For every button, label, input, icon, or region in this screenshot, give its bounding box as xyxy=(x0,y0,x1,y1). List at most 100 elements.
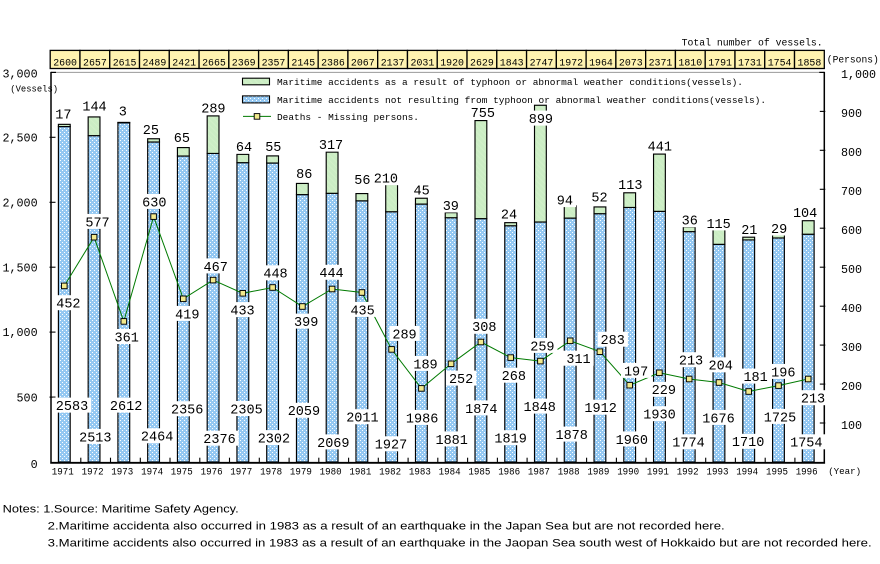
svg-text:630: 630 xyxy=(142,196,166,211)
svg-text:1990: 1990 xyxy=(617,467,639,479)
svg-text:361: 361 xyxy=(115,331,139,346)
svg-text:204: 204 xyxy=(709,360,733,375)
svg-text:1912: 1912 xyxy=(584,402,616,417)
svg-text:1920: 1920 xyxy=(440,58,464,70)
svg-text:577: 577 xyxy=(85,216,109,231)
svg-text:1725: 1725 xyxy=(764,411,796,426)
svg-text:86: 86 xyxy=(296,168,312,183)
svg-text:289: 289 xyxy=(392,328,416,343)
svg-text:45: 45 xyxy=(413,184,429,199)
svg-text:1996: 1996 xyxy=(796,467,818,479)
svg-text:1,000: 1,000 xyxy=(841,68,876,82)
svg-text:1981: 1981 xyxy=(349,467,371,479)
svg-text:(Vessels): (Vessels) xyxy=(10,83,58,94)
svg-text:1994: 1994 xyxy=(736,467,758,479)
svg-text:1858: 1858 xyxy=(798,58,822,70)
svg-text:Maritime accidents as a result: Maritime accidents as a result of typhoo… xyxy=(277,77,743,88)
svg-text:300: 300 xyxy=(841,341,862,355)
svg-text:2069: 2069 xyxy=(317,437,349,452)
svg-text:229: 229 xyxy=(652,384,676,399)
svg-text:1979: 1979 xyxy=(290,467,312,479)
svg-text:308: 308 xyxy=(472,321,496,336)
svg-text:1676: 1676 xyxy=(702,412,734,427)
svg-text:2376: 2376 xyxy=(203,433,235,448)
svg-text:2386: 2386 xyxy=(321,58,345,70)
svg-text:1987: 1987 xyxy=(528,467,550,479)
svg-text:1848: 1848 xyxy=(523,401,555,416)
svg-text:2302: 2302 xyxy=(258,433,290,448)
svg-text:444: 444 xyxy=(319,267,343,282)
svg-text:2,000: 2,000 xyxy=(3,197,38,211)
svg-text:197: 197 xyxy=(624,365,648,380)
svg-text:196: 196 xyxy=(771,366,795,381)
svg-text:1,000: 1,000 xyxy=(3,326,38,340)
svg-text:2629: 2629 xyxy=(470,58,494,70)
svg-text:2073: 2073 xyxy=(619,58,643,70)
svg-text:94: 94 xyxy=(557,195,573,210)
svg-text:2513: 2513 xyxy=(79,431,111,446)
svg-text:1930: 1930 xyxy=(643,409,675,424)
svg-text:289: 289 xyxy=(201,102,225,117)
svg-text:2747: 2747 xyxy=(530,58,554,70)
svg-text:Notes: 1.Source: Maritime Safe: Notes: 1.Source: Maritime Safety Agency. xyxy=(3,504,239,516)
svg-text:252: 252 xyxy=(449,373,473,388)
svg-text:1971: 1971 xyxy=(52,467,74,479)
svg-text:1982: 1982 xyxy=(379,467,401,479)
svg-text:1991: 1991 xyxy=(647,467,669,479)
svg-text:419: 419 xyxy=(175,308,199,323)
svg-text:500: 500 xyxy=(841,263,862,277)
svg-text:2137: 2137 xyxy=(381,58,405,70)
svg-text:1927: 1927 xyxy=(375,439,407,454)
svg-text:2357: 2357 xyxy=(262,58,286,70)
svg-text:1754: 1754 xyxy=(790,437,822,452)
svg-text:3.Maritime accidents also occu: 3.Maritime accidents also occurred in 19… xyxy=(48,538,872,550)
svg-text:1810: 1810 xyxy=(678,58,702,70)
svg-text:1980: 1980 xyxy=(320,467,342,479)
svg-text:2600: 2600 xyxy=(53,58,77,70)
svg-text:56: 56 xyxy=(354,174,370,189)
svg-text:1977: 1977 xyxy=(230,467,252,479)
svg-text:500: 500 xyxy=(17,391,38,405)
svg-text:259: 259 xyxy=(530,340,554,355)
svg-text:2371: 2371 xyxy=(649,58,673,70)
svg-text:1754: 1754 xyxy=(768,58,792,70)
svg-text:1972: 1972 xyxy=(82,467,104,479)
svg-text:2421: 2421 xyxy=(172,58,196,70)
svg-text:1995: 1995 xyxy=(766,467,788,479)
svg-text:1881: 1881 xyxy=(435,434,467,449)
svg-text:899: 899 xyxy=(529,113,553,128)
svg-text:1972: 1972 xyxy=(559,58,583,70)
svg-text:700: 700 xyxy=(841,185,862,199)
svg-text:(Persons): (Persons) xyxy=(827,55,879,66)
svg-text:1974: 1974 xyxy=(141,467,163,479)
svg-text:1975: 1975 xyxy=(171,467,193,479)
svg-text:Deaths - Missing persons.: Deaths - Missing persons. xyxy=(277,112,419,123)
svg-text:1710: 1710 xyxy=(732,436,764,451)
svg-text:2612: 2612 xyxy=(110,400,142,415)
svg-text:2583: 2583 xyxy=(56,400,88,415)
svg-text:1973: 1973 xyxy=(111,467,133,479)
svg-text:2067: 2067 xyxy=(351,58,375,70)
svg-text:2464: 2464 xyxy=(141,431,173,446)
svg-text:1819: 1819 xyxy=(494,433,526,448)
svg-text:1843: 1843 xyxy=(500,58,524,70)
svg-text:52: 52 xyxy=(591,192,607,207)
svg-text:2,500: 2,500 xyxy=(3,132,38,146)
svg-text:3: 3 xyxy=(119,105,127,120)
svg-text:755: 755 xyxy=(471,107,495,122)
svg-text:1791: 1791 xyxy=(708,58,732,70)
svg-text:2489: 2489 xyxy=(143,58,167,70)
svg-text:113: 113 xyxy=(618,179,642,194)
svg-text:1960: 1960 xyxy=(616,434,648,449)
svg-text:1731: 1731 xyxy=(738,58,762,70)
svg-text:1976: 1976 xyxy=(201,467,223,479)
svg-text:24: 24 xyxy=(501,209,517,224)
svg-text:181: 181 xyxy=(743,371,767,386)
svg-text:1986: 1986 xyxy=(498,467,520,479)
svg-text:1985: 1985 xyxy=(468,467,490,479)
svg-text:Maritime accidents not resulti: Maritime accidents not resulting from ty… xyxy=(277,95,766,106)
svg-text:1964: 1964 xyxy=(589,58,613,70)
svg-text:1978: 1978 xyxy=(260,467,282,479)
svg-text:2657: 2657 xyxy=(83,58,107,70)
svg-text:21: 21 xyxy=(741,224,757,239)
